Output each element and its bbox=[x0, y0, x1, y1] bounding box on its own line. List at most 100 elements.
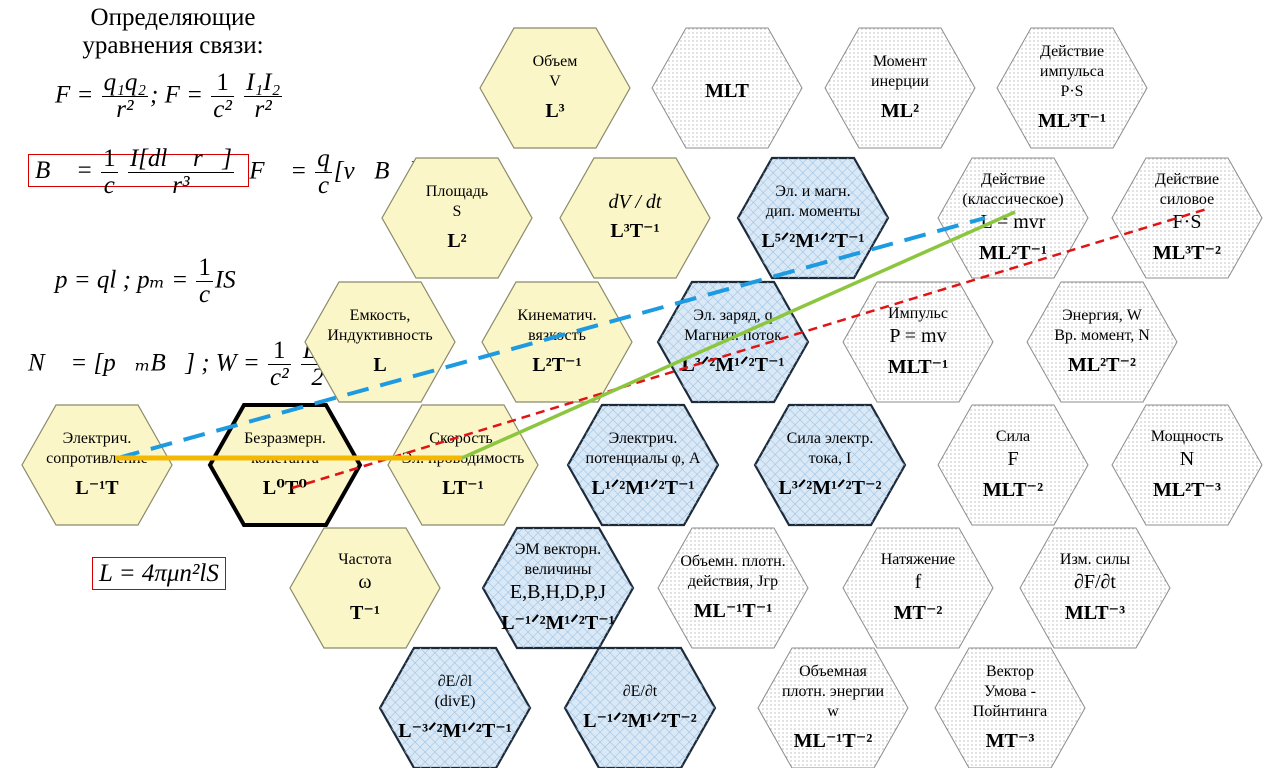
cell-symbol: f bbox=[914, 571, 922, 593]
equations-title-line1: Определяющие bbox=[90, 4, 256, 31]
hexagon-shape bbox=[757, 647, 909, 768]
cell-label-line: (divE) bbox=[434, 693, 476, 710]
cell-dE-dt: ∂E/∂t L⁻¹ᐟ²M¹ᐟ²T⁻² bbox=[563, 646, 717, 768]
equation-dipoles: p = ql ; pₘ = 1 c IS bbox=[55, 254, 236, 309]
cell-symbol: F bbox=[1007, 448, 1019, 470]
hexagon-shape bbox=[824, 27, 976, 149]
cell-label-line: V bbox=[549, 73, 561, 90]
cell-dimension: LT⁻¹ bbox=[442, 477, 484, 499]
hexagon-shape bbox=[996, 27, 1148, 149]
cell-energy-density: Объемная плотн. энергии w ML⁻¹T⁻² bbox=[757, 647, 909, 768]
cell-capacitance: Емкость, Индуктивность L bbox=[304, 281, 456, 403]
cell-label-line: Пойнтинга bbox=[972, 703, 1048, 720]
cell-dimension: L³ᐟ²M¹ᐟ²T⁻² bbox=[778, 477, 882, 499]
cell-label-line: w bbox=[827, 703, 839, 720]
cell-label-line: Мощность bbox=[1150, 428, 1224, 445]
cell-momentum: Импульс P = mv MLT⁻¹ bbox=[842, 281, 994, 403]
cell-symbol: P = mv bbox=[889, 325, 947, 347]
cell-dimension: L⁻¹ᐟ²M¹ᐟ²T⁻¹ bbox=[501, 612, 615, 634]
cell-dimension: L²T⁻¹ bbox=[532, 354, 582, 376]
cell-dimension: ML³T⁻² bbox=[1152, 242, 1222, 264]
cell-label-line: ∂E/∂t bbox=[622, 683, 658, 700]
cell-tension: Натяжение f MT⁻² bbox=[842, 527, 994, 649]
cell-dimension: MLT bbox=[705, 80, 749, 102]
cell-label-line: Сила bbox=[995, 428, 1031, 445]
cell-label-line: Кинематич. bbox=[517, 307, 597, 324]
cell-label-line: Безразмерн. bbox=[244, 430, 326, 447]
cell-label-line: Изм. силы bbox=[1059, 551, 1131, 568]
cell-label-line: Частота bbox=[338, 551, 392, 568]
cell-dimension: T⁻¹ bbox=[350, 602, 380, 624]
cell-label-line: тока, I bbox=[808, 450, 852, 467]
cell-label-line: импульса bbox=[1039, 63, 1105, 80]
cell-label-line: Натяжение bbox=[880, 551, 956, 568]
cell-symbol: ∂F/∂t bbox=[1073, 571, 1116, 593]
cell-label-line: Электрич. bbox=[62, 430, 132, 447]
cell-label-line: действия, Jгр bbox=[687, 573, 779, 590]
cell-action-density: Объемн. плотн. действия, Jгр ML⁻¹T⁻¹ bbox=[657, 527, 809, 649]
cell-label-line: величины bbox=[524, 561, 592, 578]
cell-label-line: Импульс bbox=[888, 305, 948, 322]
cell-volume: Объем V L³ bbox=[479, 27, 631, 149]
hexagon-shape bbox=[651, 27, 803, 149]
cell-dipole-moments: Эл. и магн. дип. моменты L⁵ᐟ²M¹ᐟ²T⁻¹ bbox=[736, 156, 890, 280]
cell-symbol: F·S bbox=[1172, 211, 1202, 233]
cell-dimension: L¹ᐟ²M¹ᐟ²T⁻¹ bbox=[591, 477, 695, 499]
cell-dimension: ML⁻¹T⁻¹ bbox=[693, 600, 773, 622]
hexagon-shape bbox=[842, 527, 994, 649]
equation-coulomb-ampere: F = q₁q₂ r²; F = 1 c² I₁I₂ r² bbox=[55, 69, 283, 124]
hexagon-shape bbox=[378, 646, 532, 768]
hexagon-shape bbox=[657, 527, 809, 649]
cell-action-classical: Действие (классическое) L = mvr ML²T⁻¹ bbox=[937, 157, 1089, 279]
cell-label-line: Действие bbox=[1039, 43, 1105, 60]
cell-kinematic-viscosity: Кинематич. вязкость L²T⁻¹ bbox=[481, 281, 633, 403]
cell-label-line: Объем bbox=[532, 53, 578, 70]
cell-label-line: Емкость, bbox=[349, 307, 411, 324]
cell-potentials: Электрич. потенциалы φ, A L¹ᐟ²M¹ᐟ²T⁻¹ bbox=[566, 403, 720, 527]
cell-dimension: MT⁻³ bbox=[985, 730, 1035, 752]
cell-symbol: L = mvr bbox=[980, 211, 1046, 233]
equations-title: Определяющие уравнения связи: bbox=[58, 4, 288, 60]
cell-label-line: Магнит. поток bbox=[684, 327, 782, 344]
cell-label-line: Действие bbox=[980, 171, 1046, 188]
cell-label-line: Вектор bbox=[985, 663, 1035, 680]
cell-dimension: ML²T⁻² bbox=[1067, 354, 1137, 376]
cell-dvdt: dV / dt L³T⁻¹ bbox=[559, 157, 711, 279]
cell-label-line: Площадь bbox=[425, 183, 489, 200]
cell-dimension: L² bbox=[447, 230, 467, 252]
cell-dimension: ML³T⁻¹ bbox=[1037, 110, 1107, 132]
cell-label-line: Энергия, W bbox=[1062, 307, 1142, 324]
cell-label-line: Вр. момент, N bbox=[1054, 327, 1150, 344]
cell-label-line: Скорость, bbox=[429, 430, 497, 447]
cell-label-line: (классическое) bbox=[962, 191, 1064, 208]
cell-velocity: Скорость, Эл. проводимость LT⁻¹ bbox=[387, 404, 539, 526]
equation-torque-energy: N⃗ = [p⃗ₘB⃗] ; W = 1c² LI²2 bbox=[28, 337, 337, 392]
cell-dE-dl: ∂E/∂l (divE) L⁻³ᐟ²M¹ᐟ²T⁻¹ bbox=[378, 646, 532, 768]
cell-label-line: dV / dt bbox=[608, 191, 662, 213]
cell-label-line: плотн. энергии bbox=[781, 683, 885, 700]
cell-dimension: L³ᐟ²M¹ᐟ²T⁻¹ bbox=[681, 354, 785, 376]
cell-moment-inertia: Момент инерции ML² bbox=[824, 27, 976, 149]
cell-symbol: N bbox=[1179, 448, 1195, 470]
hexagon-shape bbox=[481, 526, 635, 650]
cell-label-line: силовое bbox=[1159, 191, 1215, 208]
cell-em-vectors: ЭМ векторн. величины E,B,H,D,P,J L⁻¹ᐟ²M¹ᐟ²T… bbox=[481, 526, 635, 650]
cell-dimensionless: Безразмерн. константа L⁰T⁰ bbox=[207, 403, 363, 527]
cell-dimension: MLT⁻² bbox=[982, 479, 1044, 501]
hexagon-shape bbox=[1019, 527, 1171, 649]
cell-dimension: L⁻¹ᐟ²M¹ᐟ²T⁻² bbox=[583, 710, 697, 732]
cell-label-line: потенциалы φ, A bbox=[585, 450, 701, 467]
cell-charge-flux: Эл. заряд, q Магнит. поток L³ᐟ²M¹ᐟ²T⁻¹ bbox=[656, 280, 810, 404]
cell-label-line: Эл. проводимость bbox=[401, 450, 525, 467]
cell-dimension: L³ bbox=[545, 100, 565, 122]
cell-action-impulse: Действие импульса P·S ML³T⁻¹ bbox=[996, 27, 1148, 149]
cell-umov-poynting: Вектор Умова - Пойнтинга MT⁻³ bbox=[934, 647, 1086, 768]
cell-power: Мощность N ML²T⁻³ bbox=[1111, 404, 1263, 526]
cell-label-line: ∂E/∂l bbox=[437, 673, 473, 690]
cell-mlt-top: MLT bbox=[651, 27, 803, 149]
cell-frequency: Частота ω T⁻¹ bbox=[289, 527, 441, 649]
cell-dimension: ML²T⁻³ bbox=[1152, 479, 1222, 501]
